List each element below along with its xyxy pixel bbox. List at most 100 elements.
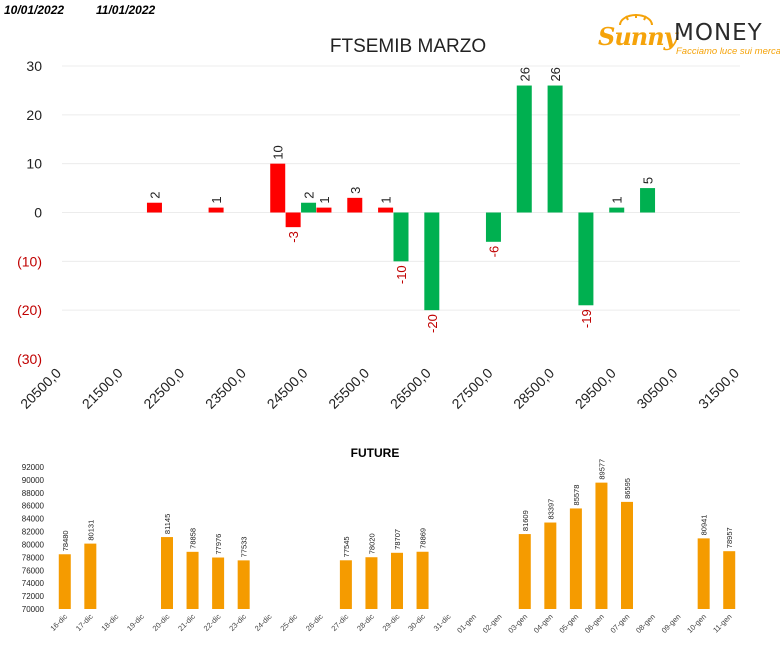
future-bar xyxy=(237,560,250,609)
future-x-tick-label: 21-dic xyxy=(176,612,197,633)
future-x-tick-label: 24-dic xyxy=(253,612,274,633)
future-x-tick-label: 03-gen xyxy=(506,612,529,635)
future-data-label: 85578 xyxy=(572,485,581,506)
bar xyxy=(424,212,440,311)
future-y-tick-label: 74000 xyxy=(22,579,45,588)
future-y-tick-label: 76000 xyxy=(22,566,45,575)
data-label: -10 xyxy=(394,265,409,284)
data-label: 2 xyxy=(147,191,162,198)
future-x-tick-label: 08-gen xyxy=(634,612,657,635)
future-x-tick-label: 20-dic xyxy=(151,612,172,633)
future-bar xyxy=(416,551,429,609)
future-bar xyxy=(595,482,608,609)
data-label: 26 xyxy=(548,67,563,81)
future-x-tick-label: 28-dic xyxy=(355,612,376,633)
future-data-label: 89577 xyxy=(597,459,606,480)
future-x-tick-label: 05-gen xyxy=(557,612,580,635)
future-data-label: 77976 xyxy=(214,534,223,555)
bar xyxy=(393,212,409,262)
future-x-tick-label: 22-dic xyxy=(202,612,223,633)
future-bar xyxy=(84,543,97,609)
future-y-tick-label: 90000 xyxy=(22,476,45,485)
future-data-label: 78480 xyxy=(61,530,70,551)
logo-script: Sunny xyxy=(598,22,678,51)
future-y-tick-label: 72000 xyxy=(22,592,45,601)
data-label: -19 xyxy=(579,309,594,328)
logo-tagline: Facciamo luce sui mercati xyxy=(676,46,780,57)
future-bar xyxy=(391,552,403,609)
bar xyxy=(316,207,332,213)
chart-title: FTSEMIB MARZO xyxy=(330,36,486,57)
bar xyxy=(485,212,501,242)
future-y-tick-label: 92000 xyxy=(22,463,45,472)
data-label: 1 xyxy=(209,196,224,203)
bar xyxy=(270,163,286,213)
future-y-tick-label: 88000 xyxy=(22,489,45,498)
data-label: -6 xyxy=(486,246,501,258)
bar xyxy=(609,207,625,213)
data-label: 1 xyxy=(610,196,625,203)
future-bar xyxy=(518,534,531,609)
future-title: FUTURE xyxy=(351,446,400,460)
data-label: 5 xyxy=(641,177,656,184)
data-label: 3 xyxy=(348,187,363,194)
future-data-label: 83397 xyxy=(546,499,555,520)
future-x-tick-label: 09-gen xyxy=(660,612,683,635)
future-x-tick-label: 19-dic xyxy=(125,612,146,633)
future-x-tick-label: 18-dic xyxy=(99,612,120,633)
y-tick-label: 20 xyxy=(26,107,42,123)
future-data-label: 78020 xyxy=(367,533,376,554)
y-tick-label: 30 xyxy=(26,58,42,74)
future-x-tick-label: 23-dic xyxy=(227,612,248,633)
future-data-label: 78707 xyxy=(393,529,402,550)
future-x-tick-label: 01-gen xyxy=(455,612,478,635)
future-x-ticks: 16-dic 17-dic 18-dic 19-dic 20-dic 21-dic 22-d… xyxy=(48,612,733,635)
date-start: 10/01/2022 xyxy=(4,3,65,17)
future-data-label: 78957 xyxy=(725,527,734,548)
bar xyxy=(516,85,532,213)
future-x-tick-label: 25-dic xyxy=(278,612,299,633)
future-y-ticks: 92000 90000 88000 86000 84000 82000 80000 78000… xyxy=(22,463,45,614)
data-label: 1 xyxy=(379,196,394,203)
future-bar xyxy=(339,560,352,609)
y-tick-label: 10 xyxy=(26,156,42,172)
bar xyxy=(378,207,394,213)
future-x-tick-label: 16-dic xyxy=(48,612,69,633)
bar xyxy=(578,212,594,306)
future-x-tick-label: 17-dic xyxy=(74,612,95,633)
data-label: 2 xyxy=(302,191,317,198)
future-bar xyxy=(569,508,582,609)
future-x-tick-label: 06-gen xyxy=(583,612,606,635)
future-data-label: 78869 xyxy=(419,528,428,549)
y-tick-labels: 30 20 10 0 (10) (20) (30) xyxy=(17,58,42,367)
future-bar xyxy=(58,554,71,609)
y-tick-label: (30) xyxy=(17,351,42,367)
future-x-tick-label: 31-dic xyxy=(432,612,453,633)
future-x-tick-label: 30-dic xyxy=(406,612,427,633)
future-x-tick-label: 29-dic xyxy=(381,612,402,633)
future-data-label: 80131 xyxy=(86,520,95,541)
future-x-tick-label: 26-dic xyxy=(304,612,325,633)
future-bar xyxy=(697,538,710,609)
sunny-money-logo: Sunny MONEY Facciamo luce sui mercati xyxy=(598,14,780,58)
future-bar xyxy=(365,557,378,609)
y-tick-label: (10) xyxy=(17,253,42,269)
future-data-label: 77533 xyxy=(240,537,249,558)
bar xyxy=(640,188,656,213)
future-data-label: 86595 xyxy=(623,478,632,499)
future-bar xyxy=(186,551,199,609)
logo-word: MONEY xyxy=(674,20,763,46)
future-x-tick-label: 04-gen xyxy=(532,612,555,635)
future-y-tick-label: 80000 xyxy=(22,540,45,549)
bar xyxy=(285,212,301,228)
y-tick-label: (20) xyxy=(17,302,42,318)
future-bar xyxy=(621,501,633,609)
future-data-label: 80941 xyxy=(700,515,709,536)
data-label: 26 xyxy=(517,67,532,81)
data-label: -3 xyxy=(286,231,301,243)
future-data-label: 81145 xyxy=(163,514,172,534)
data-label: 10 xyxy=(271,145,286,159)
